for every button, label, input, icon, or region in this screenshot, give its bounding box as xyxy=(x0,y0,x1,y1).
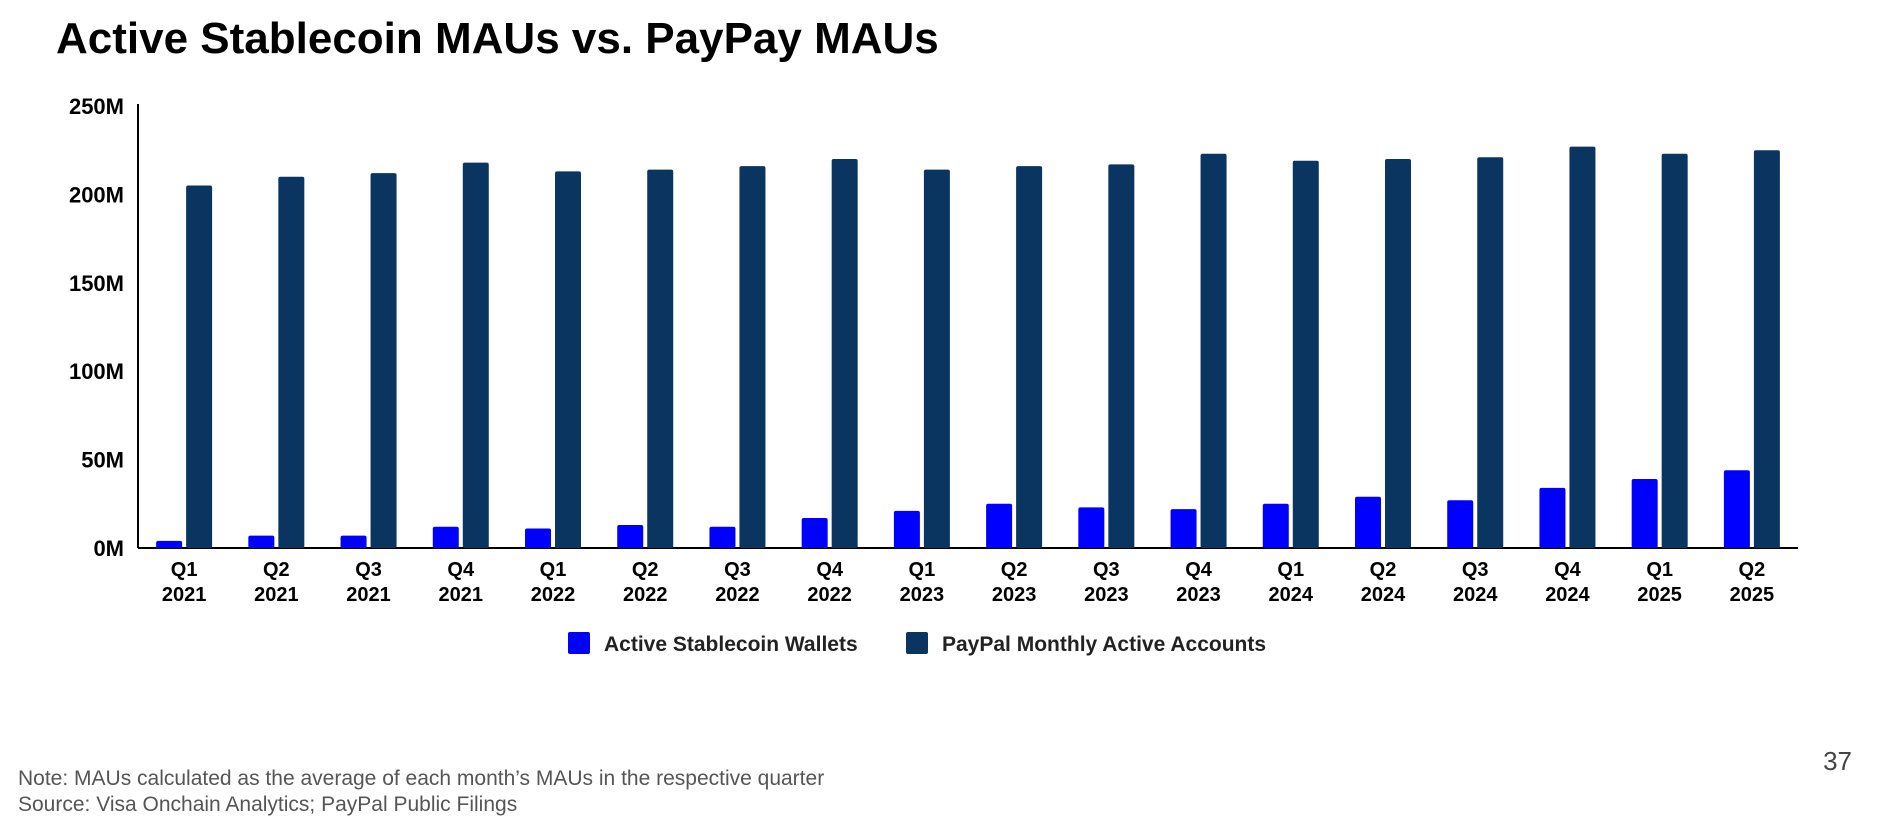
bar-paypal-accounts xyxy=(278,176,305,548)
legend-label-paypal: PayPal Monthly Active Accounts xyxy=(942,633,1266,656)
x-tick-label-year: 2022 xyxy=(531,584,576,606)
bar-paypal-accounts xyxy=(1292,160,1319,549)
x-tick-label-quarter: Q3 xyxy=(724,559,751,581)
x-tick-label-quarter: Q3 xyxy=(355,559,382,581)
chart-title: Active Stablecoin MAUs vs. PayPay MAUs xyxy=(56,14,939,63)
x-tick-label-year: 2023 xyxy=(900,584,945,606)
x-tick-label-year: 2021 xyxy=(162,584,207,606)
y-tick-label: 0M xyxy=(93,536,124,561)
x-tick-label-year: 2024 xyxy=(1545,584,1590,606)
x-tick-label-year: 2023 xyxy=(1084,584,1129,606)
y-tick-label: 250M xyxy=(69,94,124,119)
bar-paypal-accounts xyxy=(1200,153,1227,548)
x-tick-label-year: 2021 xyxy=(439,584,484,606)
bar-paypal-accounts xyxy=(739,166,766,548)
legend-label-stablecoin: Active Stablecoin Wallets xyxy=(604,633,858,656)
x-tick-label-quarter: Q3 xyxy=(1462,559,1489,581)
y-tick-label: 150M xyxy=(69,271,124,296)
x-tick-label-year: 2021 xyxy=(346,584,391,606)
bar-stablecoin-wallets xyxy=(156,540,183,548)
x-tick-label-year: 2022 xyxy=(623,584,668,606)
x-tick-label-quarter: Q4 xyxy=(447,559,475,581)
x-tick-label-year: 2024 xyxy=(1361,584,1406,606)
x-tick-label-year: 2024 xyxy=(1269,584,1314,606)
bar-paypal-accounts xyxy=(1385,159,1411,549)
x-tick-label-quarter: Q3 xyxy=(1093,559,1120,581)
x-tick-label-year: 2022 xyxy=(807,584,852,606)
bar-stablecoin-wallets xyxy=(1078,507,1105,548)
x-tick-label-quarter: Q1 xyxy=(1646,559,1673,581)
bar-stablecoin-wallets xyxy=(1170,509,1197,548)
x-tick-label-year: 2022 xyxy=(715,584,760,606)
page-number: 37 xyxy=(1823,746,1852,776)
x-tick-label-quarter: Q1 xyxy=(909,559,936,581)
legend-swatch-paypal xyxy=(906,632,928,654)
bar-paypal-accounts xyxy=(370,173,397,548)
bar-paypal-accounts xyxy=(831,159,858,549)
bar-paypal-accounts xyxy=(923,169,950,548)
bar-paypal-accounts xyxy=(186,185,213,548)
note-text: Note: MAUs calculated as the average of … xyxy=(18,767,825,790)
x-tick-label-year: 2021 xyxy=(254,584,299,606)
y-tick-label: 200M xyxy=(69,182,124,207)
x-tick-label-quarter: Q4 xyxy=(816,559,844,581)
bar-stablecoin-wallets xyxy=(1262,503,1289,548)
bar-stablecoin-wallets xyxy=(432,526,459,548)
bar-paypal-accounts xyxy=(1753,150,1780,548)
bar-paypal-accounts xyxy=(555,171,581,548)
bar-paypal-accounts xyxy=(1016,166,1043,548)
bar-stablecoin-wallets xyxy=(525,528,551,548)
x-tick-label-year: 2023 xyxy=(992,584,1037,606)
bar-stablecoin-wallets xyxy=(617,525,644,548)
legend-swatch-stablecoin xyxy=(568,632,590,654)
bar-stablecoin-wallets xyxy=(248,535,275,548)
bar-chart: 0M 50M 100M 150M 200M 250M Q1 2021 Q2 2021 Q3 2021 Q… xyxy=(69,94,1798,656)
x-tick-label-quarter: Q4 xyxy=(1554,559,1582,581)
bar-stablecoin-wallets xyxy=(1539,487,1566,548)
bar-paypal-accounts xyxy=(647,169,674,548)
bar-paypal-accounts xyxy=(1569,146,1596,548)
bar-stablecoin-wallets xyxy=(1355,496,1381,548)
bar-stablecoin-wallets xyxy=(1447,500,1474,548)
x-tick-label-quarter: Q2 xyxy=(1370,559,1397,581)
bar-stablecoin-wallets xyxy=(893,510,920,548)
bar-paypal-accounts xyxy=(1477,157,1504,548)
x-tick-label-quarter: Q1 xyxy=(171,559,198,581)
bar-stablecoin-wallets xyxy=(986,503,1013,548)
x-tick-label-year: 2025 xyxy=(1730,584,1775,606)
source-text: Source: Visa Onchain Analytics; PayPal P… xyxy=(18,793,518,816)
bar-paypal-accounts xyxy=(1108,164,1135,548)
bar-stablecoin-wallets xyxy=(801,517,828,548)
y-tick-label: 50M xyxy=(81,448,124,473)
bar-paypal-accounts xyxy=(1661,153,1688,548)
footnote: Note: MAUs calculated as the average of … xyxy=(18,766,824,818)
x-tick-label-quarter: Q2 xyxy=(263,559,290,581)
x-tick-label-year: 2023 xyxy=(1176,584,1221,606)
bar-stablecoin-wallets xyxy=(709,526,736,548)
x-tick-label-quarter: Q1 xyxy=(540,559,567,581)
x-tick-label-quarter: Q2 xyxy=(632,559,659,581)
y-tick-label: 100M xyxy=(69,359,124,384)
bar-stablecoin-wallets xyxy=(1723,470,1750,548)
bar-stablecoin-wallets xyxy=(1631,479,1658,548)
x-tick-label-year: 2024 xyxy=(1453,584,1498,606)
x-tick-label-quarter: Q2 xyxy=(1739,559,1766,581)
x-tick-label-quarter: Q2 xyxy=(1001,559,1028,581)
x-tick-label-year: 2025 xyxy=(1637,584,1682,606)
x-tick-label-quarter: Q1 xyxy=(1277,559,1304,581)
x-tick-label-quarter: Q4 xyxy=(1185,559,1213,581)
bar-paypal-accounts xyxy=(462,162,489,549)
bar-stablecoin-wallets xyxy=(340,535,367,548)
